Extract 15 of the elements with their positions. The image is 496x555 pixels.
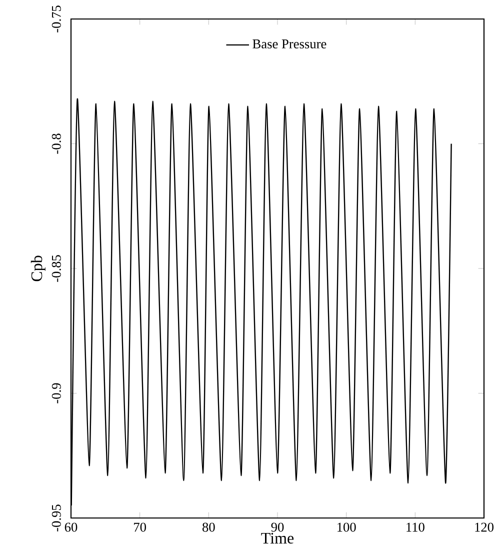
y-tick-label: -0.85 — [52, 255, 61, 282]
x-tick-label: 80 — [202, 522, 215, 532]
y-axis-title: Cpb — [30, 256, 46, 282]
x-tick-label: 110 — [406, 522, 424, 532]
x-tick-label: 90 — [271, 522, 284, 532]
legend-label: Base Pressure — [252, 40, 326, 48]
y-tick-label: -0.75 — [52, 6, 61, 32]
x-tick-label: 120 — [475, 522, 494, 532]
y-tick-label: -0.9 — [52, 383, 61, 404]
x-tick-label: 70 — [134, 522, 146, 532]
y-tick-label: -0.8 — [52, 134, 61, 154]
x-tick-label: 100 — [338, 522, 356, 532]
x-tick-label: 60 — [64, 522, 78, 532]
x-axis-title: Time — [261, 532, 294, 544]
y-tick-label: -0.95 — [52, 504, 61, 532]
